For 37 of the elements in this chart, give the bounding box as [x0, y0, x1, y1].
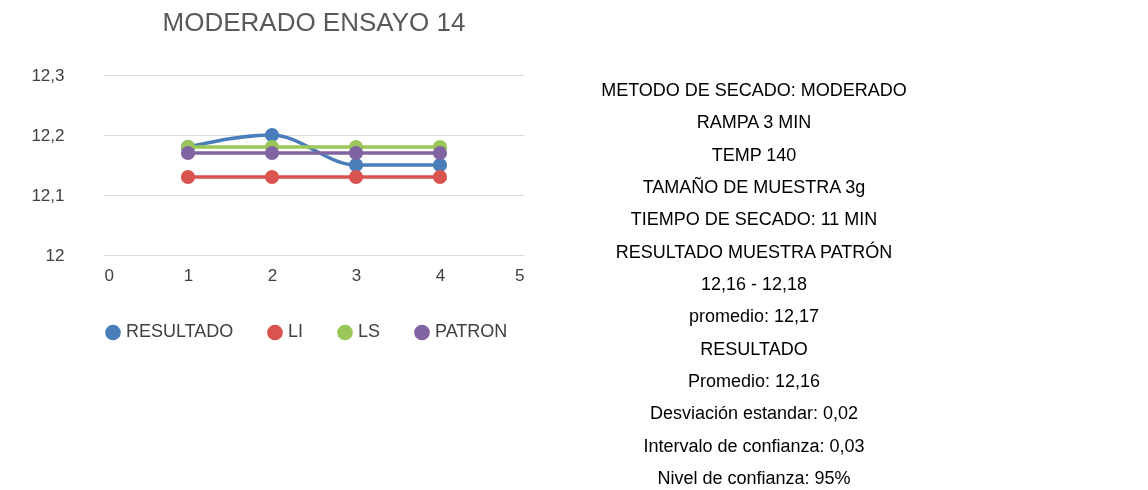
- text: RAMPA 3 MIN: [696, 112, 812, 133]
- x-tick-label: 3: [351, 265, 362, 285]
- text: 12,16 - 12,18: [700, 274, 808, 294]
- text: promedio: 12,17: [688, 306, 820, 327]
- text: TAMAÑO DE MUESTRA 3g: [642, 176, 866, 198]
- point: [348, 169, 364, 185]
- point: [432, 169, 448, 185]
- point: [264, 169, 280, 185]
- legend-label: PATRON: [435, 321, 508, 342]
- y-tick-label: 12,2: [31, 125, 65, 145]
- chart-title: MODERADO ENSAYO 14: [162, 7, 466, 37]
- point: [180, 145, 196, 161]
- point: [264, 145, 280, 161]
- text: RESULTADO MUESTRA PATRÓN: [615, 240, 893, 262]
- x-tick-label: 0: [104, 265, 114, 285]
- legend-label: RESULTADO: [126, 321, 234, 342]
- text: RESULTADO: [700, 338, 808, 359]
- y-tick-label: 12,1: [31, 185, 65, 205]
- point: [264, 127, 280, 143]
- x-tick-label: 5: [515, 265, 525, 285]
- point: [180, 169, 196, 185]
- text: Desviación estandar: 0,02: [649, 403, 859, 424]
- x-tick-label: 4: [435, 265, 446, 285]
- y-tick-label: 12,3: [31, 65, 65, 85]
- text: TIEMPO DE SECADO: 11 MIN: [630, 209, 878, 230]
- text: METODO DE SECADO: MODERADO: [601, 80, 907, 101]
- text: TEMP 140: [711, 144, 797, 165]
- point: [432, 145, 448, 161]
- text: Nivel de confianza: 95%: [657, 467, 851, 488]
- x-tick-label: 2: [267, 265, 278, 285]
- text: Promedio: 12,16: [687, 370, 821, 391]
- y-tick-label: 12: [45, 245, 65, 265]
- legend-label: LS: [358, 321, 381, 342]
- point: [348, 145, 364, 161]
- legend-label: LI: [288, 321, 304, 342]
- x-tick-label: 1: [183, 265, 194, 285]
- text: Intervalo de confianza: 0,03: [643, 435, 865, 456]
